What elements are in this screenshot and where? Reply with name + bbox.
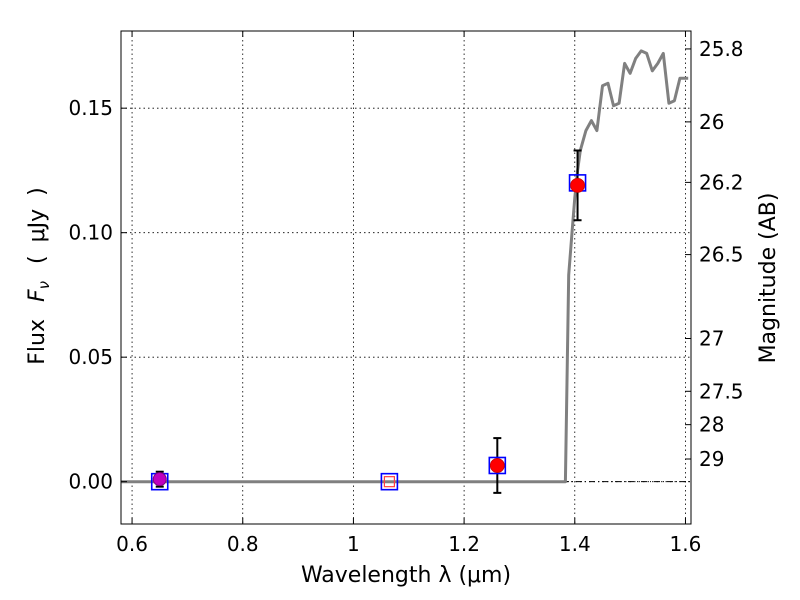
x-tick-label: 0.8 — [227, 532, 259, 556]
mag-tick-label: 27 — [699, 327, 724, 351]
x-tick-label: 1 — [347, 532, 360, 556]
x-axis-label: Wavelength λ (μm) — [301, 563, 511, 588]
observed-point — [152, 472, 167, 487]
y-axis-left-label: Flux Fν ( μJy ) — [25, 187, 55, 364]
y-label-prefix: Flux — [25, 319, 50, 365]
x-tick-label: 1.6 — [670, 532, 702, 556]
y-tick-label: 0.05 — [68, 345, 113, 369]
mag-tick-label: 26.5 — [699, 243, 744, 267]
grid-layer — [121, 31, 691, 524]
model-spectrum-line — [121, 49, 689, 484]
x-tick-label: 1.2 — [448, 532, 480, 556]
y-tick-label: 0.00 — [68, 470, 113, 494]
x-tick-label: 1.4 — [559, 532, 591, 556]
mag-tick-label: 28 — [699, 413, 724, 437]
y-tick-label: 0.10 — [68, 221, 113, 245]
y-label-symbol: F — [25, 289, 50, 302]
y-axis-right-label: Magnitude (AB) — [756, 193, 781, 364]
mag-tick-label: 25.8 — [699, 37, 744, 61]
observed-point — [489, 458, 505, 473]
marker-layer — [150, 149, 587, 494]
y-tick-label: 0.15 — [68, 96, 113, 120]
y-label-unit: μJy — [25, 209, 50, 243]
plot-frame — [120, 30, 692, 525]
x-tick-label: 0.6 — [116, 532, 148, 556]
mag-tick-label: 29 — [699, 447, 724, 471]
y-label-subscript: ν — [35, 281, 53, 289]
model-photometry-square — [488, 456, 507, 475]
mag-tick-label: 27.5 — [699, 379, 744, 403]
mag-tick-label: 26.2 — [699, 170, 744, 194]
model-layer — [121, 49, 691, 484]
y-label-open: ( — [25, 255, 50, 264]
model-photometry-square — [380, 472, 399, 491]
observed-point — [383, 476, 395, 488]
mag-tick-label: 26 — [699, 110, 724, 134]
tick-layer: 0.6 0.8 1 1.2 1.4 1.6 0.00 0.05 0.10 0.15 25.8 26 26… — [68, 31, 744, 556]
observed-point — [570, 177, 585, 193]
y-label-close: ) — [25, 187, 50, 196]
